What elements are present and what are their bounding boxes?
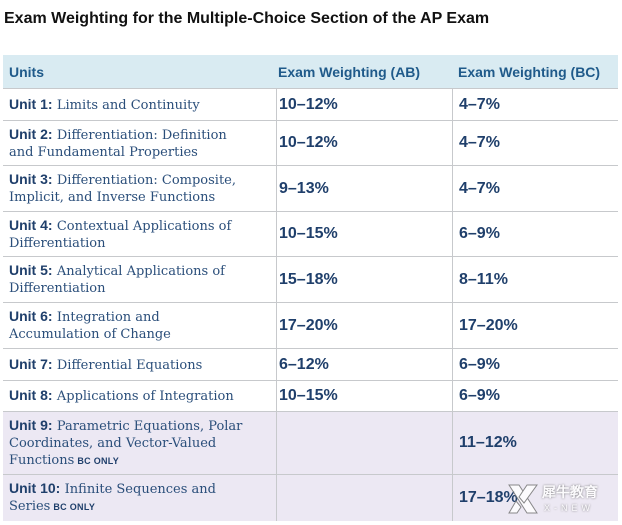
watermark: 犀牛教育 X-NEW [506, 481, 616, 521]
ab-weight: 17–20% [279, 316, 338, 334]
table-row: Unit 6: Integration and Accumulation of … [3, 303, 618, 349]
header-units: Units [9, 63, 44, 80]
unit-number: Unit 5: [9, 262, 53, 278]
bc-weight: 4–7% [459, 179, 500, 197]
unit-title: Infinite Sequences and [64, 482, 216, 497]
table-row: Unit 7: Differential Equations 6–12% 6–9… [3, 349, 618, 381]
table-row: Unit 2: Differentiation: Definition and … [3, 121, 618, 166]
unit-title-line2: Series [9, 499, 51, 514]
unit-number: Unit 6: [9, 308, 53, 324]
unit-title: Analytical Applications of [56, 264, 225, 279]
weighting-table: Units Exam Weighting (AB) Exam Weighting… [3, 55, 618, 521]
ab-weight: 10–15% [279, 387, 338, 404]
watermark-cn: 犀牛教育 [542, 484, 598, 500]
unit-number: Unit 3: [9, 171, 53, 187]
ab-weight: 6–12% [279, 355, 329, 373]
unit-title-line2: Differentiation [9, 281, 106, 296]
header-ab: Exam Weighting (AB) [278, 63, 421, 80]
bc-weight: 4–7% [459, 134, 500, 151]
unit-title-line2: Implicit, and Inverse Functions [9, 190, 216, 205]
bc-weight: 17–20% [459, 316, 518, 334]
bc-weight: 11–12% [459, 434, 517, 451]
unit-title-line2: Differentiation [9, 235, 106, 251]
unit-title: Contextual Applications of [56, 218, 232, 234]
unit-title: Differential Equations [56, 357, 203, 373]
table-row: Unit 5: Analytical Applications of Diffe… [3, 257, 618, 303]
unit-title: Differentiation: Composite, [56, 173, 237, 188]
page-title: Exam Weighting for the Multiple-Choice S… [4, 10, 490, 27]
unit-number: Unit 7: [9, 355, 53, 372]
unit-title-line2: Coordinates, and Vector-Valued [9, 435, 217, 451]
table-row: Unit 10: Infinite Sequences and Series BC… [3, 475, 618, 521]
unit-number: Unit 4: [9, 216, 53, 233]
ab-weight: 10–12% [279, 95, 338, 113]
bc-weight: 8–11% [459, 270, 508, 288]
unit-title: Parametric Equations, Polar [56, 418, 243, 434]
header-bc: Exam Weighting (BC) [458, 63, 601, 80]
table-row: Unit 4: Contextual Applications of Diffe… [3, 212, 618, 257]
unit-number: Unit 1: [9, 95, 53, 112]
bc-weight: 17–18% [459, 489, 518, 506]
unit-number: Unit 8: [9, 387, 53, 403]
ab-weight: 9–13% [279, 179, 329, 197]
table-header: Units Exam Weighting (AB) Exam Weighting… [3, 55, 618, 89]
watermark-x-logo-icon [508, 484, 538, 514]
unit-title: Integration and [56, 310, 160, 325]
table-row: Unit 9: Parametric Equations, Polar Coor… [3, 412, 618, 475]
unit-number: Unit 2: [9, 125, 53, 142]
ab-weight: 10–15% [279, 225, 338, 242]
table-row: Unit 3: Differentiation: Composite, Impl… [3, 166, 618, 212]
ab-weight: 10–12% [279, 134, 338, 151]
unit-number: Unit 10: [9, 480, 61, 496]
bc-weight: 6–9% [459, 355, 500, 373]
table-row: Unit 1: Limits and Continuity 10–12% 4–7… [3, 89, 618, 121]
unit-title: Differentiation: Definition [56, 127, 227, 143]
unit-title-line3: Functions [9, 452, 75, 468]
unit-number: Unit 9: [9, 416, 53, 433]
bc-only-tag: BC ONLY [53, 502, 96, 512]
unit-title-line2: and Fundamental Properties [9, 144, 198, 160]
bc-weight: 6–9% [459, 387, 500, 404]
unit-title: Limits and Continuity [56, 97, 200, 113]
bc-only-tag: BC ONLY [77, 455, 120, 466]
table-row: Unit 8: Applications of Integration 10–1… [3, 381, 618, 412]
ab-weight: 15–18% [279, 270, 338, 288]
bc-weight: 6–9% [459, 225, 500, 242]
unit-title: Applications of Integration [56, 389, 234, 404]
watermark-en: X-NEW [544, 503, 594, 513]
bc-weight: 4–7% [459, 95, 500, 113]
unit-title-line2: Accumulation of Change [9, 327, 171, 342]
